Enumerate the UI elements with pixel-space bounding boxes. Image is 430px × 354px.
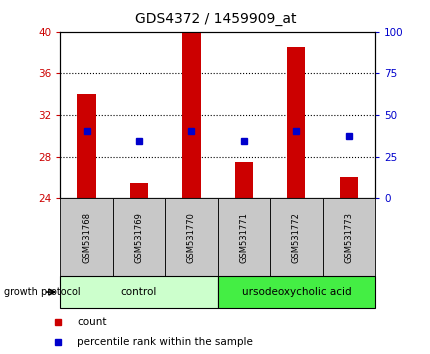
Bar: [77, 94, 95, 198]
Bar: [182, 32, 200, 198]
Bar: [339, 177, 357, 198]
Bar: [286, 47, 305, 198]
Bar: [60, 276, 217, 308]
Text: GSM531769: GSM531769: [134, 212, 143, 263]
Text: GSM531768: GSM531768: [82, 212, 91, 263]
Text: GDS4372 / 1459909_at: GDS4372 / 1459909_at: [135, 12, 295, 27]
Bar: [165, 198, 217, 276]
Text: count: count: [77, 318, 107, 327]
Text: growth protocol: growth protocol: [4, 287, 81, 297]
Bar: [322, 198, 374, 276]
Bar: [270, 198, 322, 276]
Text: GSM531772: GSM531772: [291, 212, 300, 263]
Text: percentile rank within the sample: percentile rank within the sample: [77, 337, 252, 347]
Bar: [234, 162, 252, 198]
Bar: [217, 198, 270, 276]
Bar: [217, 276, 374, 308]
Text: GSM531773: GSM531773: [344, 212, 353, 263]
Text: GSM531771: GSM531771: [239, 212, 248, 263]
Text: ursodeoxycholic acid: ursodeoxycholic acid: [241, 287, 350, 297]
Text: control: control: [120, 287, 157, 297]
Bar: [129, 183, 148, 198]
Text: GSM531770: GSM531770: [187, 212, 196, 263]
Bar: [60, 198, 113, 276]
Bar: [113, 198, 165, 276]
